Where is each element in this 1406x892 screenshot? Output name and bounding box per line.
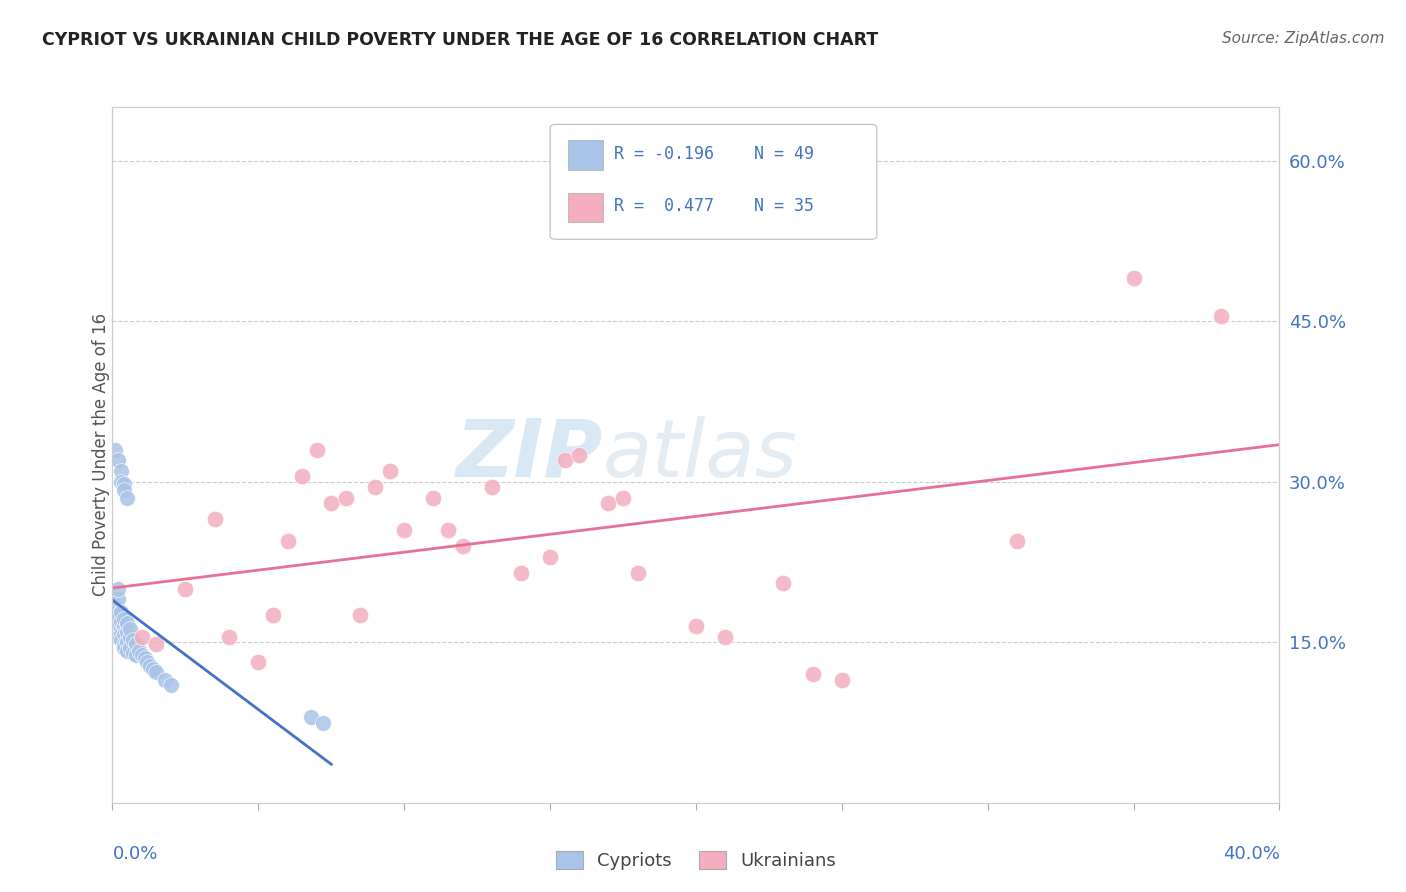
Point — [481, 480, 503, 494]
Point — [118, 640, 141, 655]
Point — [627, 566, 650, 580]
Point — [110, 605, 132, 619]
Point — [115, 624, 138, 639]
Text: ZIP: ZIP — [456, 416, 603, 494]
Point — [134, 651, 156, 665]
Point — [364, 480, 387, 494]
Point — [160, 678, 183, 692]
Point — [299, 710, 322, 724]
Text: R = -0.196    N = 49: R = -0.196 N = 49 — [614, 145, 814, 162]
Point — [437, 523, 460, 537]
Point — [115, 491, 138, 505]
Point — [104, 598, 127, 612]
Text: Source: ZipAtlas.com: Source: ZipAtlas.com — [1222, 31, 1385, 46]
Text: 40.0%: 40.0% — [1223, 845, 1279, 863]
Point — [568, 448, 591, 462]
Point — [305, 442, 328, 457]
Point — [174, 582, 197, 596]
Point — [115, 635, 138, 649]
Point — [125, 637, 148, 651]
Point — [349, 608, 371, 623]
Point — [112, 637, 135, 651]
Point — [110, 633, 132, 648]
Point — [112, 640, 135, 655]
Point — [131, 648, 153, 662]
Point — [1122, 271, 1144, 285]
Point — [139, 658, 162, 673]
FancyBboxPatch shape — [568, 193, 603, 222]
Point — [276, 533, 298, 548]
Point — [554, 453, 576, 467]
Point — [1209, 309, 1232, 323]
Point — [104, 619, 127, 633]
Point — [125, 648, 148, 662]
Point — [112, 619, 135, 633]
Point — [112, 476, 135, 491]
Text: R =  0.477    N = 35: R = 0.477 N = 35 — [614, 197, 814, 215]
Point — [104, 608, 127, 623]
FancyBboxPatch shape — [568, 140, 603, 169]
Point — [107, 603, 129, 617]
Point — [422, 491, 444, 505]
Point — [104, 442, 127, 457]
Point — [772, 576, 794, 591]
Text: atlas: atlas — [603, 416, 797, 494]
Point — [311, 715, 333, 730]
Point — [110, 623, 132, 637]
Point — [118, 623, 141, 637]
Point — [107, 592, 129, 607]
Point — [131, 630, 153, 644]
Point — [509, 566, 531, 580]
Point — [112, 483, 135, 498]
Point — [291, 469, 314, 483]
Point — [122, 646, 145, 660]
Point — [122, 633, 145, 648]
Point — [112, 612, 135, 626]
Point — [142, 662, 165, 676]
Point — [118, 630, 141, 644]
Point — [104, 624, 127, 639]
Point — [115, 644, 138, 658]
Point — [107, 608, 129, 623]
Point — [262, 608, 284, 623]
Point — [153, 673, 176, 687]
Point — [110, 475, 132, 489]
FancyBboxPatch shape — [550, 124, 877, 239]
Point — [451, 539, 474, 553]
Point — [112, 626, 135, 640]
Point — [714, 630, 737, 644]
Point — [110, 614, 132, 628]
Point — [247, 655, 270, 669]
Point — [598, 496, 620, 510]
Point — [110, 626, 132, 640]
Point — [612, 491, 634, 505]
Point — [378, 464, 401, 478]
Point — [321, 496, 343, 510]
Point — [136, 655, 159, 669]
Point — [107, 619, 129, 633]
Point — [107, 630, 129, 644]
Y-axis label: Child Poverty Under the Age of 16: Child Poverty Under the Age of 16 — [93, 313, 110, 597]
Point — [685, 619, 707, 633]
Point — [538, 549, 561, 564]
Point — [335, 491, 357, 505]
Point — [1005, 533, 1028, 548]
Text: CYPRIOT VS UKRAINIAN CHILD POVERTY UNDER THE AGE OF 16 CORRELATION CHART: CYPRIOT VS UKRAINIAN CHILD POVERTY UNDER… — [42, 31, 879, 49]
Point — [110, 464, 132, 478]
Point — [145, 637, 167, 651]
Point — [801, 667, 824, 681]
Point — [204, 512, 226, 526]
Point — [218, 630, 240, 644]
Point — [128, 644, 150, 658]
Point — [831, 673, 853, 687]
Point — [107, 453, 129, 467]
Point — [394, 523, 416, 537]
Point — [107, 582, 129, 596]
Point — [145, 665, 167, 680]
Point — [115, 615, 138, 630]
Legend: Cypriots, Ukrainians: Cypriots, Ukrainians — [548, 844, 844, 877]
Text: 0.0%: 0.0% — [112, 845, 157, 863]
